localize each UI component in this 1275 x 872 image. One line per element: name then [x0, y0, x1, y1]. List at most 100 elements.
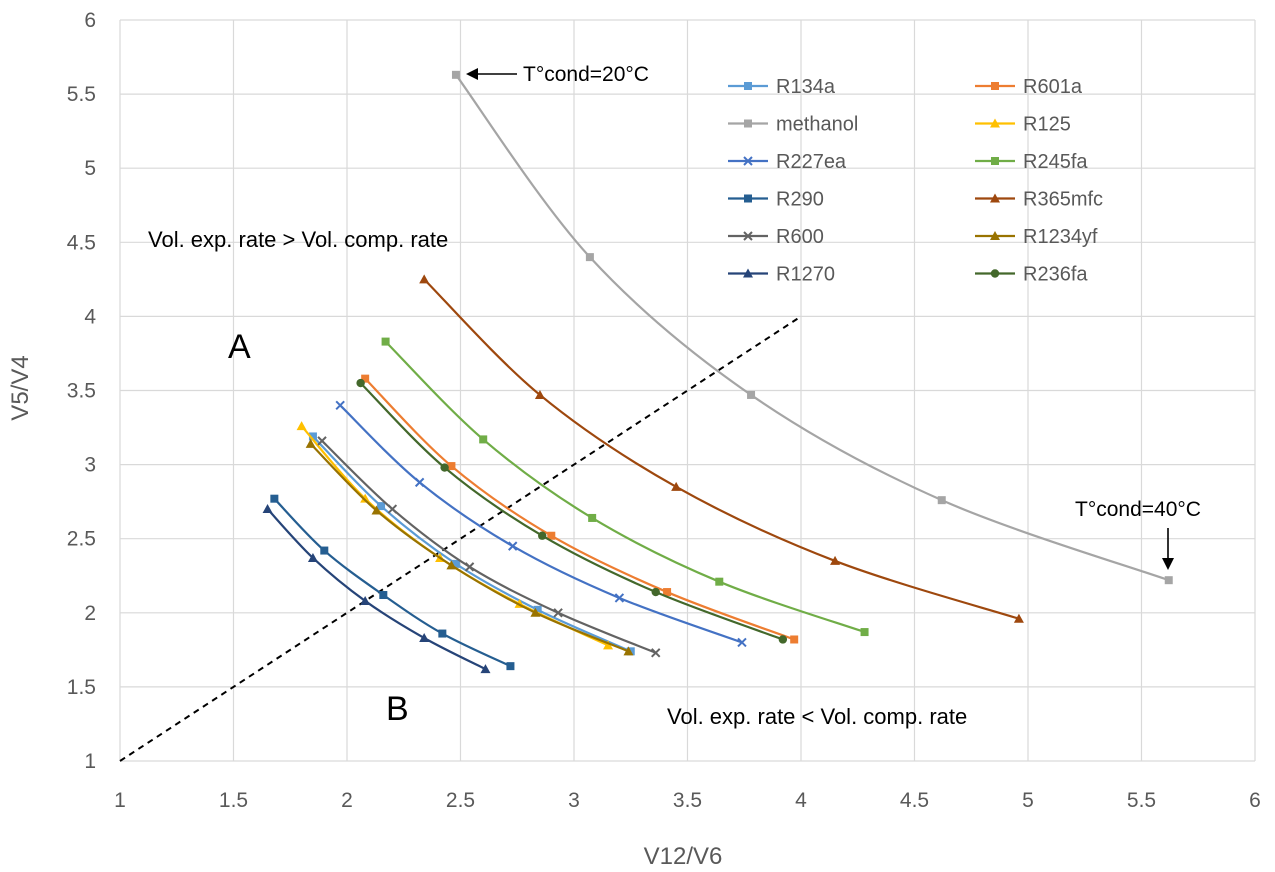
- annotation-region-above: Vol. exp. rate > Vol. comp. rate: [148, 227, 448, 252]
- x-tick-label: 4: [795, 789, 807, 812]
- x-axis-title: V12/V6: [644, 843, 723, 870]
- legend-item-r290: R290: [728, 189, 824, 211]
- data-point-r134a: [308, 432, 317, 441]
- legend-marker: [744, 82, 752, 90]
- legend-item-r134a: R134a: [728, 76, 836, 98]
- series-r601a: [361, 374, 799, 644]
- data-point-r600: [464, 562, 475, 572]
- data-point-r601a: [361, 374, 370, 383]
- data-point-r1270: [419, 632, 430, 642]
- legend-item-r600: R600: [728, 226, 824, 248]
- data-point-r601a: [547, 531, 556, 540]
- series-line-r245fa: [384, 340, 865, 634]
- legend-marker: [991, 157, 999, 165]
- data-point-r1270: [262, 504, 273, 514]
- legend-label: R600: [776, 226, 824, 248]
- legend-label: R1270: [776, 264, 835, 286]
- data-point-r236fa: [651, 587, 660, 597]
- data-point-r290: [270, 494, 279, 503]
- legend-marker: [991, 82, 999, 90]
- data-point-r1234yf: [623, 646, 634, 656]
- data-point-r134a: [451, 559, 460, 568]
- data-point-methanol: [585, 253, 594, 262]
- y-tick-label: 2.5: [67, 528, 96, 551]
- x-tick-label: 6: [1249, 789, 1261, 812]
- data-point-r1234yf: [446, 560, 457, 570]
- data-point-r365mfc: [534, 389, 545, 399]
- data-point-r290: [506, 662, 515, 671]
- legend-label: R236fa: [1023, 264, 1088, 286]
- annotation-tcond-40: T°cond=40°C: [1075, 498, 1201, 521]
- data-point-r245fa: [588, 513, 597, 522]
- legend-item-methanol: methanol: [728, 114, 858, 136]
- annotation-arrowhead-40: [1162, 558, 1174, 570]
- legend-item-r125: R125: [975, 114, 1071, 136]
- series-r245fa: [381, 337, 869, 637]
- series-line-r236fa: [359, 382, 784, 641]
- legend-item-r227ea: R227ea: [728, 151, 847, 173]
- data-point-r245fa: [381, 337, 390, 346]
- data-point-r245fa: [715, 577, 724, 586]
- series-r236fa: [356, 378, 788, 644]
- data-point-r134a: [377, 502, 386, 511]
- data-point-r365mfc: [830, 555, 841, 565]
- legend-label: R125: [1023, 114, 1071, 136]
- data-point-r125: [603, 640, 614, 650]
- data-point-r227ea: [614, 593, 625, 603]
- series-methanol: [451, 70, 1173, 585]
- series-line-r1234yf: [309, 443, 629, 653]
- data-point-methanol: [1164, 576, 1173, 585]
- data-point-r227ea: [414, 477, 425, 488]
- data-point-methanol: [937, 496, 946, 505]
- legend-label: R245fa: [1023, 151, 1088, 173]
- data-point-r125: [360, 493, 371, 503]
- legend-label: R601a: [1023, 76, 1083, 98]
- data-point-r600: [387, 504, 398, 514]
- data-point-r227ea: [737, 637, 747, 648]
- data-point-r1234yf: [305, 438, 316, 448]
- reference-line: [119, 315, 802, 762]
- data-point-r290: [438, 629, 447, 638]
- y-tick-label: 3: [84, 454, 96, 477]
- legend-label: R365mfc: [1023, 189, 1103, 211]
- data-point-r290: [379, 591, 388, 600]
- legend-marker: [990, 269, 1000, 278]
- series-line-r134a: [312, 435, 632, 653]
- legend-marker: [744, 119, 752, 128]
- legend-item-r1270: R1270: [728, 264, 835, 286]
- legend-item-r601a: R601a: [975, 76, 1083, 98]
- y-tick-label: 4: [84, 305, 96, 328]
- data-point-r236fa: [440, 463, 449, 472]
- data-point-r245fa: [860, 628, 869, 637]
- data-point-r600: [651, 648, 661, 658]
- legend: R134a R601a methanol R125 R227ea R245fa R290 R3…: [728, 76, 1103, 286]
- data-point-r1234yf: [530, 607, 541, 617]
- data-point-r1234yf: [371, 505, 382, 515]
- data-point-r600: [553, 608, 563, 618]
- data-point-r601a: [790, 635, 799, 644]
- data-point-r245fa: [479, 435, 488, 444]
- y-tick-label: 1.5: [67, 676, 96, 699]
- y-tick-label: 1: [84, 750, 96, 773]
- x-tick-label: 1: [114, 789, 126, 812]
- data-point-r1270: [307, 552, 318, 562]
- data-point-r290: [320, 546, 329, 555]
- legend-marker: [743, 156, 753, 166]
- series-group: [262, 70, 1173, 674]
- legend-marker: [990, 231, 1000, 240]
- data-point-r134a: [533, 605, 542, 614]
- x-tick-label: 2.5: [446, 789, 475, 812]
- legend-item-r245fa: R245fa: [975, 151, 1088, 173]
- data-point-r601a: [663, 588, 672, 597]
- x-tick-label: 3: [568, 789, 580, 812]
- series-line-r600: [321, 440, 657, 654]
- annotation-arrowhead-20: [466, 68, 478, 80]
- series-r365mfc: [419, 274, 1024, 623]
- data-point-r1270: [480, 664, 491, 674]
- series-r227ea: [335, 400, 747, 648]
- y-tick-label: 4.5: [67, 231, 96, 254]
- annotation-region-below: Vol. exp. rate < Vol. comp. rate: [667, 704, 967, 729]
- grid: [119, 19, 1256, 762]
- series-r290: [270, 494, 515, 671]
